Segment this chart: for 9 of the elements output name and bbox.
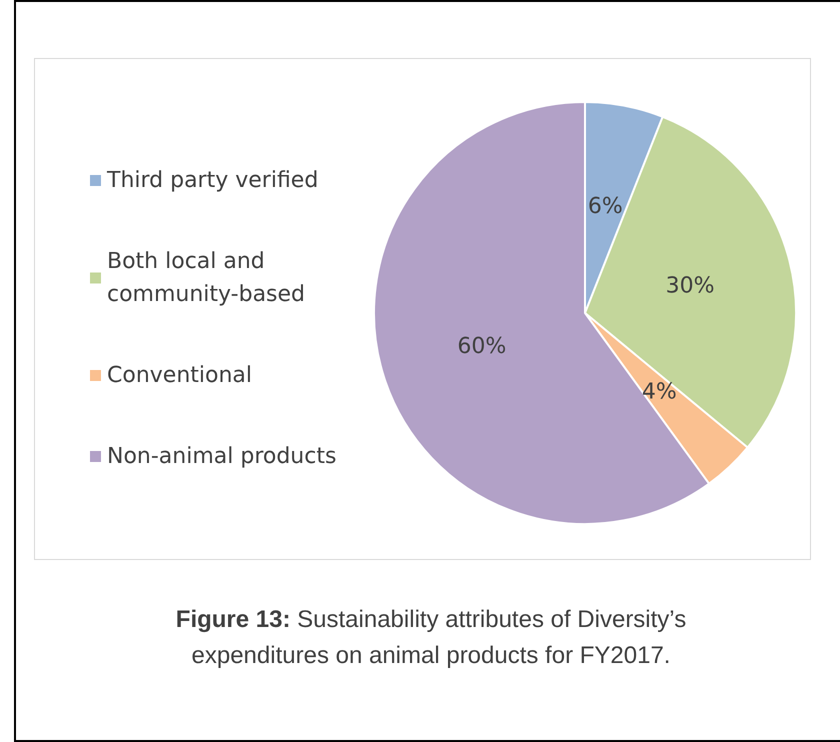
legend-label: Third party verified — [106, 168, 318, 193]
legend-label: Both local and community-based — [107, 249, 306, 307]
data-label: 30% — [666, 274, 715, 299]
legend-label: Conventional — [107, 363, 252, 388]
data-label: 4% — [642, 380, 677, 405]
data-label: 60% — [457, 334, 506, 360]
legend-label: Non-animal products — [107, 444, 336, 469]
data-label: 6% — [588, 194, 623, 219]
caption: Figure 13: Sustainability attributes of Diversity’s expenditures on animal products for FY2017. — [174, 605, 688, 671]
